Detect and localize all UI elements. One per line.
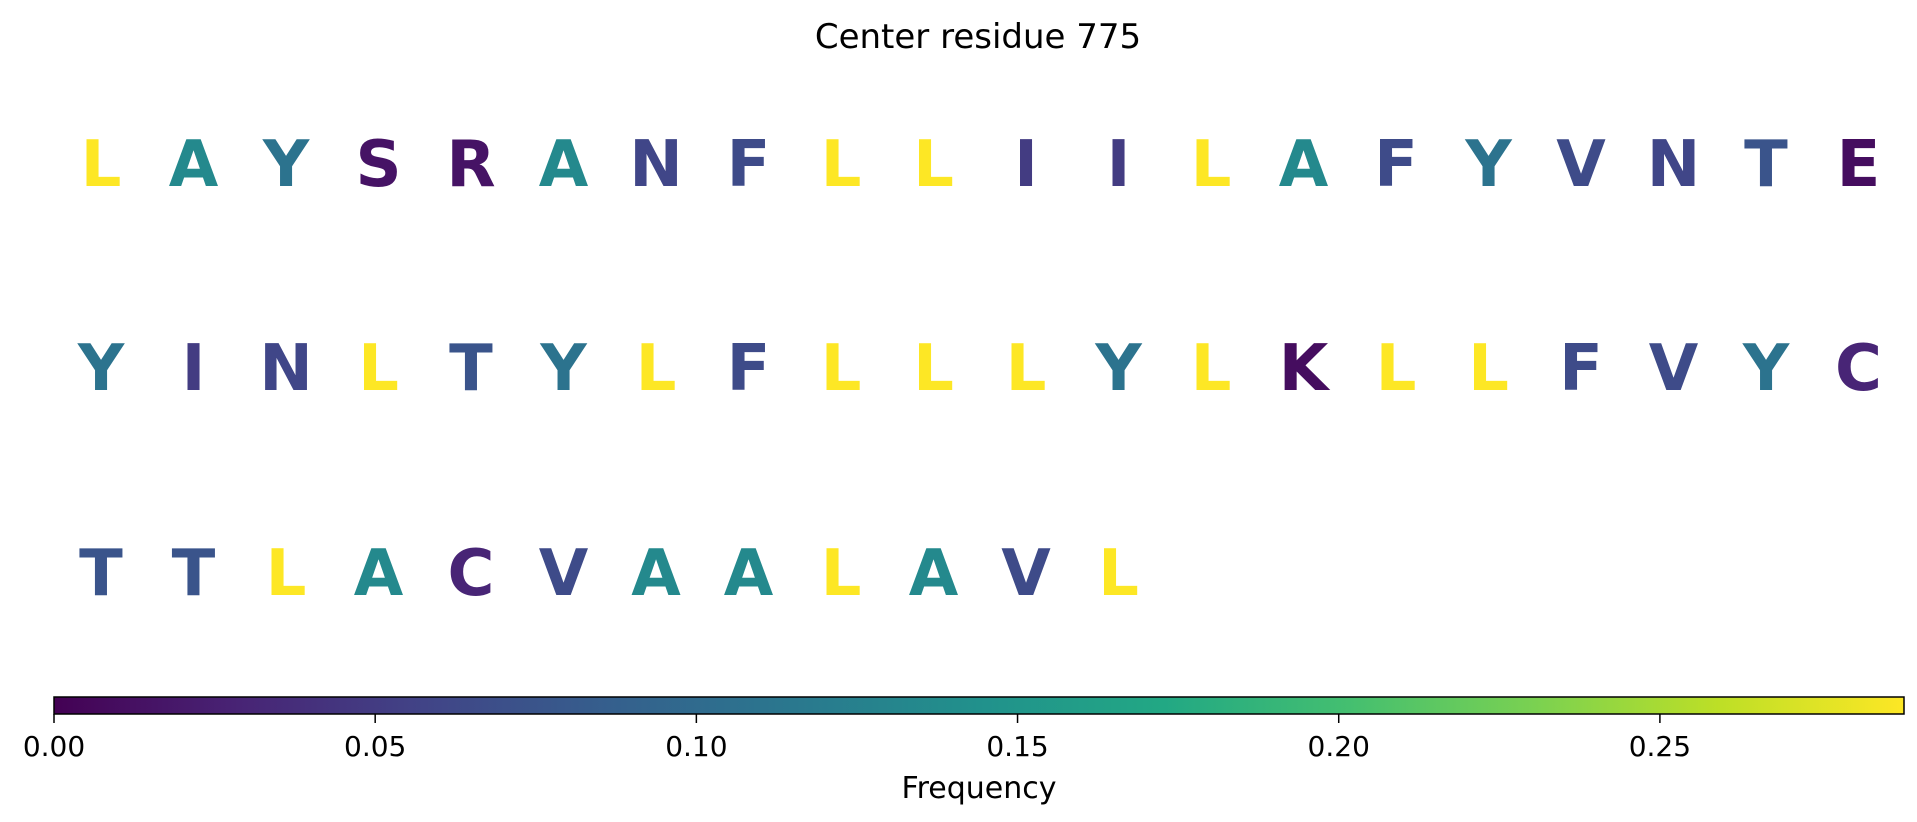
residue-letter: L	[358, 332, 399, 406]
residue-letter: S	[355, 128, 401, 202]
colorbar-tick-label: 0.25	[1629, 730, 1691, 763]
residue-letter: A	[1279, 128, 1329, 202]
residue-letter: L	[821, 332, 862, 406]
residue-letter: A	[724, 537, 774, 611]
residue-letter: A	[631, 537, 681, 611]
residue-letter: L	[1376, 332, 1417, 406]
residue-letter: I	[1014, 128, 1038, 202]
residue-letter: Y	[262, 128, 310, 202]
chart-title: Center residue 775	[815, 17, 1141, 57]
colorbar-tick-label: 0.15	[986, 730, 1048, 763]
residue-letter: Y	[1464, 128, 1512, 202]
residue-letter: Y	[539, 332, 587, 406]
residue-letter: L	[1191, 332, 1232, 406]
residue-letter: V	[1649, 332, 1699, 406]
colorbar-tick-label: 0.20	[1308, 730, 1370, 763]
residue-letter: L	[821, 128, 862, 202]
residue-letter: F	[727, 332, 771, 406]
residue-letter: L	[913, 128, 954, 202]
residue-letter: N	[1647, 128, 1701, 202]
residue-letter: I	[1107, 128, 1131, 202]
residue-letter: N	[629, 128, 683, 202]
residue-letter: V	[1001, 537, 1051, 611]
residue-letter: A	[354, 537, 404, 611]
residue-letter: T	[79, 537, 123, 611]
residue-letter: L	[636, 332, 677, 406]
residue-letter: V	[539, 537, 589, 611]
residue-letter: K	[1279, 332, 1331, 406]
residue-letter: F	[1559, 332, 1603, 406]
residue-letter: F	[1374, 128, 1418, 202]
residue-letter: E	[1837, 128, 1881, 202]
residue-letter: L	[1468, 332, 1509, 406]
residue-letter: T	[172, 537, 216, 611]
residue-letter: I	[182, 332, 206, 406]
residue-letter: A	[169, 128, 219, 202]
residue-letter: L	[1098, 537, 1139, 611]
residue-letter: L	[1191, 128, 1232, 202]
residue-letter: C	[448, 537, 495, 611]
residue-letter: A	[909, 537, 959, 611]
residue-letter: T	[449, 332, 493, 406]
colorbar-tick-label: 0.05	[344, 730, 406, 763]
colorbar-tick-label: 0.00	[23, 730, 85, 763]
residue-letter: L	[266, 537, 307, 611]
residue-letter: L	[913, 332, 954, 406]
colorbar-tick-label: 0.10	[665, 730, 727, 763]
residue-letter: N	[259, 332, 313, 406]
residue-letter: L	[81, 128, 122, 202]
residue-letter: Y	[77, 332, 125, 406]
residue-letter: Y	[1094, 332, 1142, 406]
residue-letter: L	[1006, 332, 1047, 406]
residue-letter: T	[1744, 128, 1788, 202]
colorbar-ticks: 0.00 0.05 0.10 0.15 0.20 0.25	[23, 714, 1691, 763]
residue-letter: F	[727, 128, 771, 202]
residue-letter: Y	[1742, 332, 1790, 406]
residue-letter: A	[539, 128, 589, 202]
residue-letter: C	[1835, 332, 1882, 406]
colorbar	[53, 696, 1905, 715]
residue-letter: V	[1556, 128, 1606, 202]
colorbar-label: Frequency	[902, 771, 1057, 806]
residue-grid: L A Y S R A N F L L I I L A F Y V N T EY I N L T Y L F L L L Y L K L L F V Y C…	[77, 128, 1882, 611]
residue-letter: R	[446, 128, 495, 202]
residue-letter: L	[821, 537, 862, 611]
